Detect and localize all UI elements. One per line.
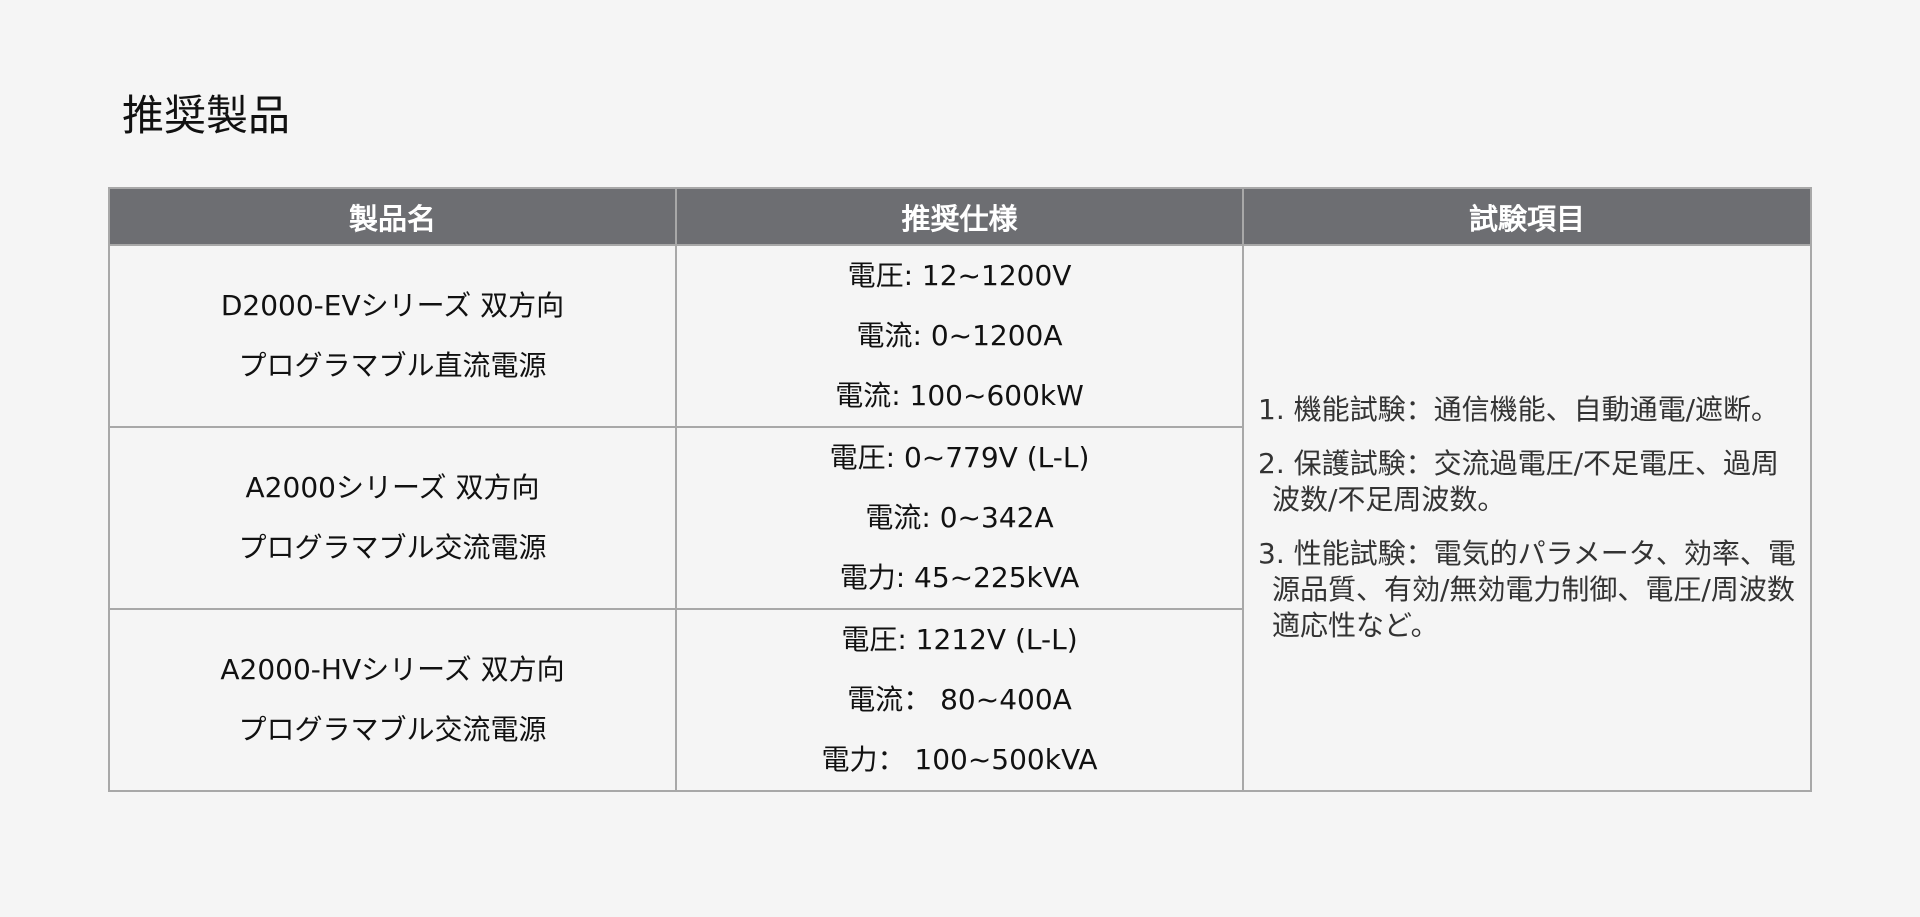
table-header-row: 製品名 推奨仕様 試験項目 xyxy=(108,187,1812,246)
spec-line: 電流: 0~1200A xyxy=(856,319,1063,352)
test-item: 2. 保護試験：交流過電圧/不足電圧、過周波数/不足周波数。 xyxy=(1258,447,1780,516)
table-row: A2000-HVシリーズ 双方向 プログラマブル交流電源 電圧: 1212V (… xyxy=(108,608,1811,792)
spec-line: 電力： 100~500kVA xyxy=(821,743,1098,776)
specs-cell: 電圧: 0~779V (L-L) 電流: 0~342A 電力: 45~225kV… xyxy=(675,426,1244,610)
product-cell: A2000-HVシリーズ 双方向 プログラマブル交流電源 xyxy=(108,608,677,792)
page-title: 推奨製品 xyxy=(122,91,291,140)
spec-line: 電圧: 1212V (L-L) xyxy=(841,623,1078,656)
product-cell: A2000シリーズ 双方向 プログラマブル交流電源 xyxy=(108,426,677,610)
product-name: A2000シリーズ 双方向 xyxy=(245,471,540,504)
spec-line: 電流: 100~600kW xyxy=(835,379,1084,412)
spec-line: 電圧: 12~1200V xyxy=(847,259,1072,292)
product-name: A2000-HVシリーズ 双方向 xyxy=(220,653,565,686)
test-item: 1. 機能試験：通信機能、自動通電/遮断。 xyxy=(1258,393,1780,426)
table-row: A2000シリーズ 双方向 プログラマブル交流電源 電圧: 0~779V (L-… xyxy=(108,426,1811,610)
table-row: D2000-EVシリーズ 双方向 プログラマブル直流電源 電圧: 12~1200… xyxy=(108,244,1812,792)
tests-cell: 1. 機能試験：通信機能、自動通電/遮断。 2. 保護試験：交流過電圧/不足電圧… xyxy=(1242,244,1812,792)
spec-line: 電圧: 0~779V (L-L) xyxy=(829,441,1090,474)
spec-line: 電流: 0~342A xyxy=(865,501,1054,534)
specs-cell: 電圧: 12~1200V 電流: 0~1200A 電流: 100~600kW xyxy=(675,244,1244,428)
spec-line: 電力: 45~225kVA xyxy=(839,561,1080,594)
specs-cell: 電圧: 1212V (L-L) 電流： 80~400A 電力： 100~500k… xyxy=(675,608,1244,792)
recommended-products-table: 製品名 推奨仕様 試験項目 D2000-EVシリーズ 双方向 プログラマブル直流… xyxy=(108,187,1812,792)
product-cell: D2000-EVシリーズ 双方向 プログラマブル直流電源 xyxy=(108,244,677,428)
product-name: D2000-EVシリーズ 双方向 xyxy=(220,289,565,322)
product-type: プログラマブル交流電源 xyxy=(238,531,547,564)
spec-line: 電流： 80~400A xyxy=(847,683,1072,716)
header-specs: 推奨仕様 xyxy=(675,187,1244,246)
product-type: プログラマブル交流電源 xyxy=(238,713,547,746)
product-type: プログラマブル直流電源 xyxy=(238,349,547,382)
header-product-name: 製品名 xyxy=(108,187,677,246)
test-item: 3. 性能試験：電気的パラメータ、効率、電源品質、有効/無効電力制御、電圧/周波… xyxy=(1258,537,1796,642)
header-tests: 試験項目 xyxy=(1242,187,1812,246)
